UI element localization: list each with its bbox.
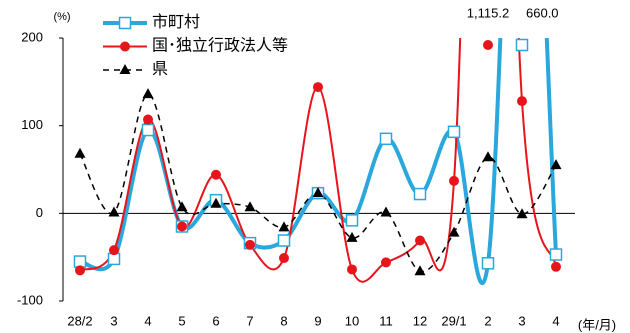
marker	[379, 132, 393, 146]
marker	[143, 114, 153, 125]
marker	[346, 231, 358, 242]
x-tick-label: 4	[144, 313, 151, 328]
marker	[210, 197, 222, 208]
marker	[278, 221, 290, 232]
value-label: 660.0	[526, 5, 559, 20]
x-tick-label: 29/1	[441, 313, 466, 328]
legend-marker	[118, 16, 132, 30]
marker	[550, 159, 562, 170]
marker	[108, 206, 120, 217]
legend-marker	[119, 64, 131, 74]
y-unit-label: (%)	[53, 11, 70, 23]
marker	[482, 151, 494, 162]
marker	[447, 125, 461, 139]
marker	[380, 206, 392, 217]
marker	[277, 234, 291, 247]
marker	[74, 147, 86, 158]
marker	[481, 257, 495, 270]
marker	[516, 208, 528, 219]
marker	[142, 88, 154, 99]
legend-label: 市町村	[152, 13, 200, 31]
marker	[347, 264, 357, 275]
marker	[517, 96, 527, 107]
x-tick-label: 7	[246, 313, 253, 328]
marker	[176, 201, 188, 212]
x-tick-label: 4	[552, 313, 559, 328]
marker	[109, 245, 119, 256]
marker	[312, 187, 324, 198]
x-tick-label: 2	[484, 313, 491, 328]
x-tick-label: 6	[212, 313, 219, 328]
marker	[448, 226, 460, 237]
y-tick-label: -100	[17, 292, 43, 307]
legend-label: 県	[152, 61, 168, 78]
x-tick-label: 12	[413, 313, 427, 328]
x-tick-label: 11	[379, 313, 393, 328]
marker	[211, 169, 221, 180]
marker	[141, 123, 155, 137]
marker	[515, 38, 529, 52]
x-tick-label: 3	[110, 313, 117, 328]
x-tick-label: 8	[280, 313, 287, 328]
marker	[244, 201, 256, 212]
x-tick-label: 3	[518, 313, 525, 328]
x-unit-label: (年/月)	[578, 317, 616, 332]
marker	[381, 257, 391, 268]
marker	[414, 265, 426, 276]
marker	[177, 221, 187, 232]
marker	[245, 239, 255, 250]
marker	[449, 175, 459, 186]
value-label: 1,115.2	[467, 5, 509, 20]
marker	[413, 187, 427, 201]
y-tick-label: 100	[21, 117, 43, 132]
legend-label: 国･独立行政法人等	[152, 37, 288, 55]
marker	[279, 253, 289, 264]
x-tick-label: 9	[314, 313, 321, 328]
marker	[345, 214, 359, 227]
x-tick-label: 10	[345, 313, 359, 328]
x-tick-label: 28/2	[67, 313, 92, 328]
marker	[313, 82, 323, 93]
y-tick-label: 200	[21, 29, 43, 44]
marker	[549, 248, 563, 261]
x-tick-label: 5	[178, 313, 185, 328]
legend-marker	[120, 41, 130, 52]
marker	[415, 235, 425, 246]
y-tick-label: 0	[36, 205, 43, 220]
marker	[75, 265, 85, 276]
marker	[551, 261, 561, 272]
marker	[483, 40, 493, 50]
